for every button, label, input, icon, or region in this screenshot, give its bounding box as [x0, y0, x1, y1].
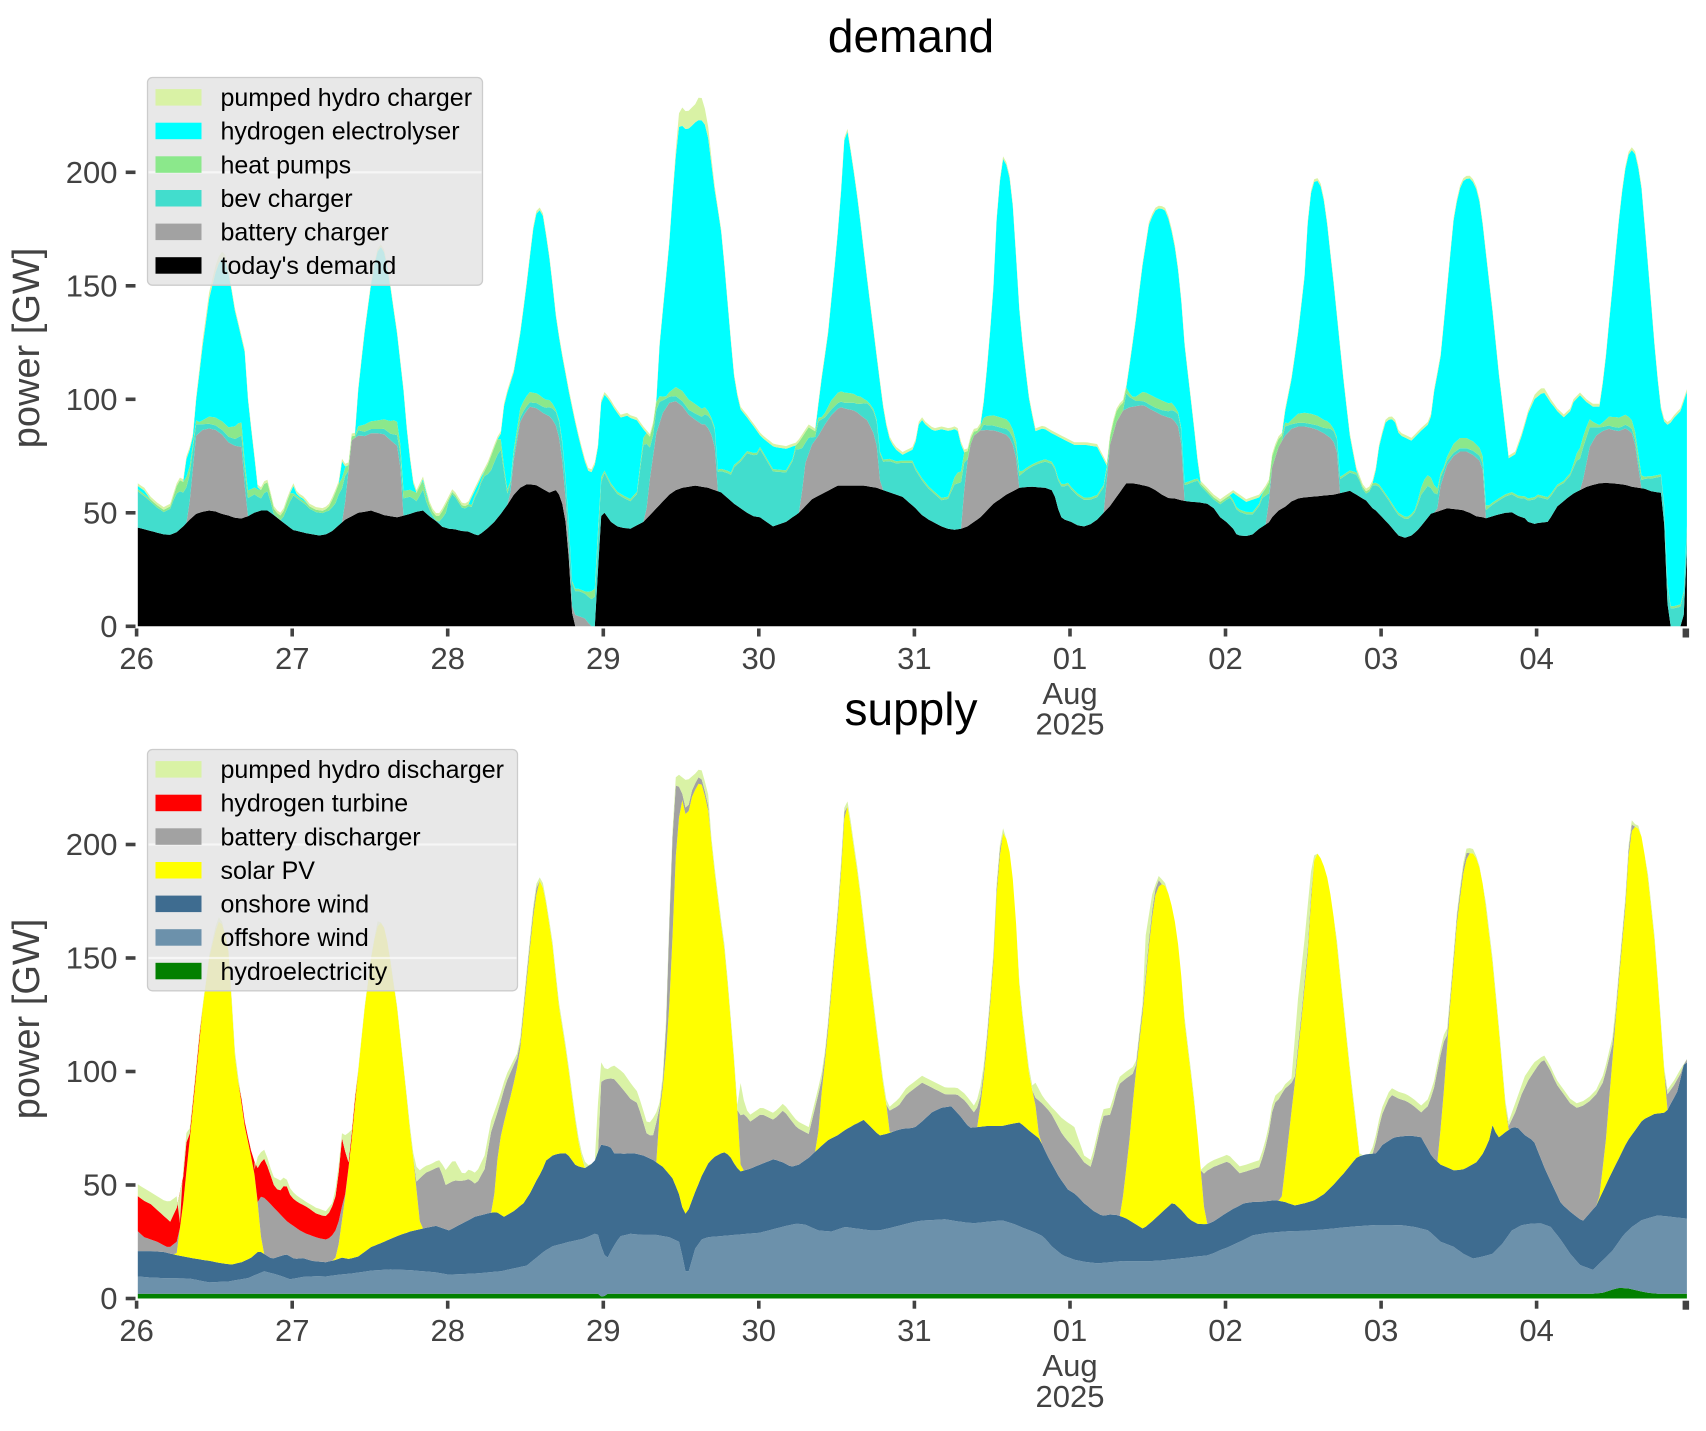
svg-text:demand: demand — [828, 10, 994, 62]
svg-text:bev charger: bev charger — [221, 185, 353, 213]
svg-text:hydrogen electrolyser: hydrogen electrolyser — [221, 118, 460, 146]
svg-text:03: 03 — [1364, 641, 1398, 676]
svg-text:2025: 2025 — [1036, 707, 1105, 742]
svg-text:04: 04 — [1519, 641, 1553, 676]
svg-text:hydroelectricity: hydroelectricity — [221, 958, 388, 986]
svg-text:solar PV: solar PV — [221, 857, 316, 885]
svg-text:27: 27 — [275, 641, 309, 676]
svg-text:pumped hydro discharger: pumped hydro discharger — [221, 756, 505, 784]
svg-text:battery discharger: battery discharger — [221, 823, 421, 851]
svg-text:27: 27 — [275, 1313, 309, 1348]
svg-text:0: 0 — [100, 1281, 117, 1316]
svg-text:Aug: Aug — [1042, 1348, 1097, 1383]
svg-text:200: 200 — [66, 155, 118, 190]
svg-text:Aug: Aug — [1042, 676, 1097, 711]
svg-text:50: 50 — [83, 1168, 117, 1203]
svg-text:03: 03 — [1364, 1313, 1398, 1348]
svg-text:02: 02 — [1208, 1313, 1242, 1348]
svg-text:power [GW]: power [GW] — [6, 919, 48, 1120]
svg-text:150: 150 — [66, 268, 118, 303]
svg-text:30: 30 — [742, 641, 776, 676]
svg-text:today's demand: today's demand — [221, 252, 397, 280]
svg-text:02: 02 — [1208, 641, 1242, 676]
svg-text:hydrogen turbine: hydrogen turbine — [221, 790, 409, 818]
svg-text:28: 28 — [430, 641, 464, 676]
svg-text:29: 29 — [586, 1313, 620, 1348]
svg-text:2025: 2025 — [1036, 1379, 1105, 1414]
svg-text:battery charger: battery charger — [221, 219, 389, 247]
svg-text:01: 01 — [1053, 641, 1087, 676]
svg-text:200: 200 — [66, 827, 118, 862]
svg-text:01: 01 — [1053, 1313, 1087, 1348]
svg-text:30: 30 — [742, 1313, 776, 1348]
svg-text:100: 100 — [66, 1054, 118, 1089]
svg-text:onshore wind: onshore wind — [221, 891, 370, 919]
svg-text:supply: supply — [845, 683, 978, 735]
svg-text:28: 28 — [430, 1313, 464, 1348]
svg-text:26: 26 — [119, 641, 153, 676]
svg-text:150: 150 — [66, 941, 118, 976]
svg-text:29: 29 — [586, 641, 620, 676]
svg-text:26: 26 — [119, 1313, 153, 1348]
svg-text:50: 50 — [83, 495, 117, 530]
svg-text:heat pumps: heat pumps — [221, 151, 352, 179]
svg-text:pumped hydro charger: pumped hydro charger — [221, 84, 473, 112]
svg-text:31: 31 — [897, 641, 931, 676]
svg-text:0: 0 — [100, 609, 117, 644]
svg-text:offshore wind: offshore wind — [221, 924, 369, 952]
svg-text:31: 31 — [897, 1313, 931, 1348]
svg-text:power [GW]: power [GW] — [6, 248, 48, 449]
svg-text:100: 100 — [66, 382, 118, 417]
svg-text:04: 04 — [1519, 1313, 1553, 1348]
